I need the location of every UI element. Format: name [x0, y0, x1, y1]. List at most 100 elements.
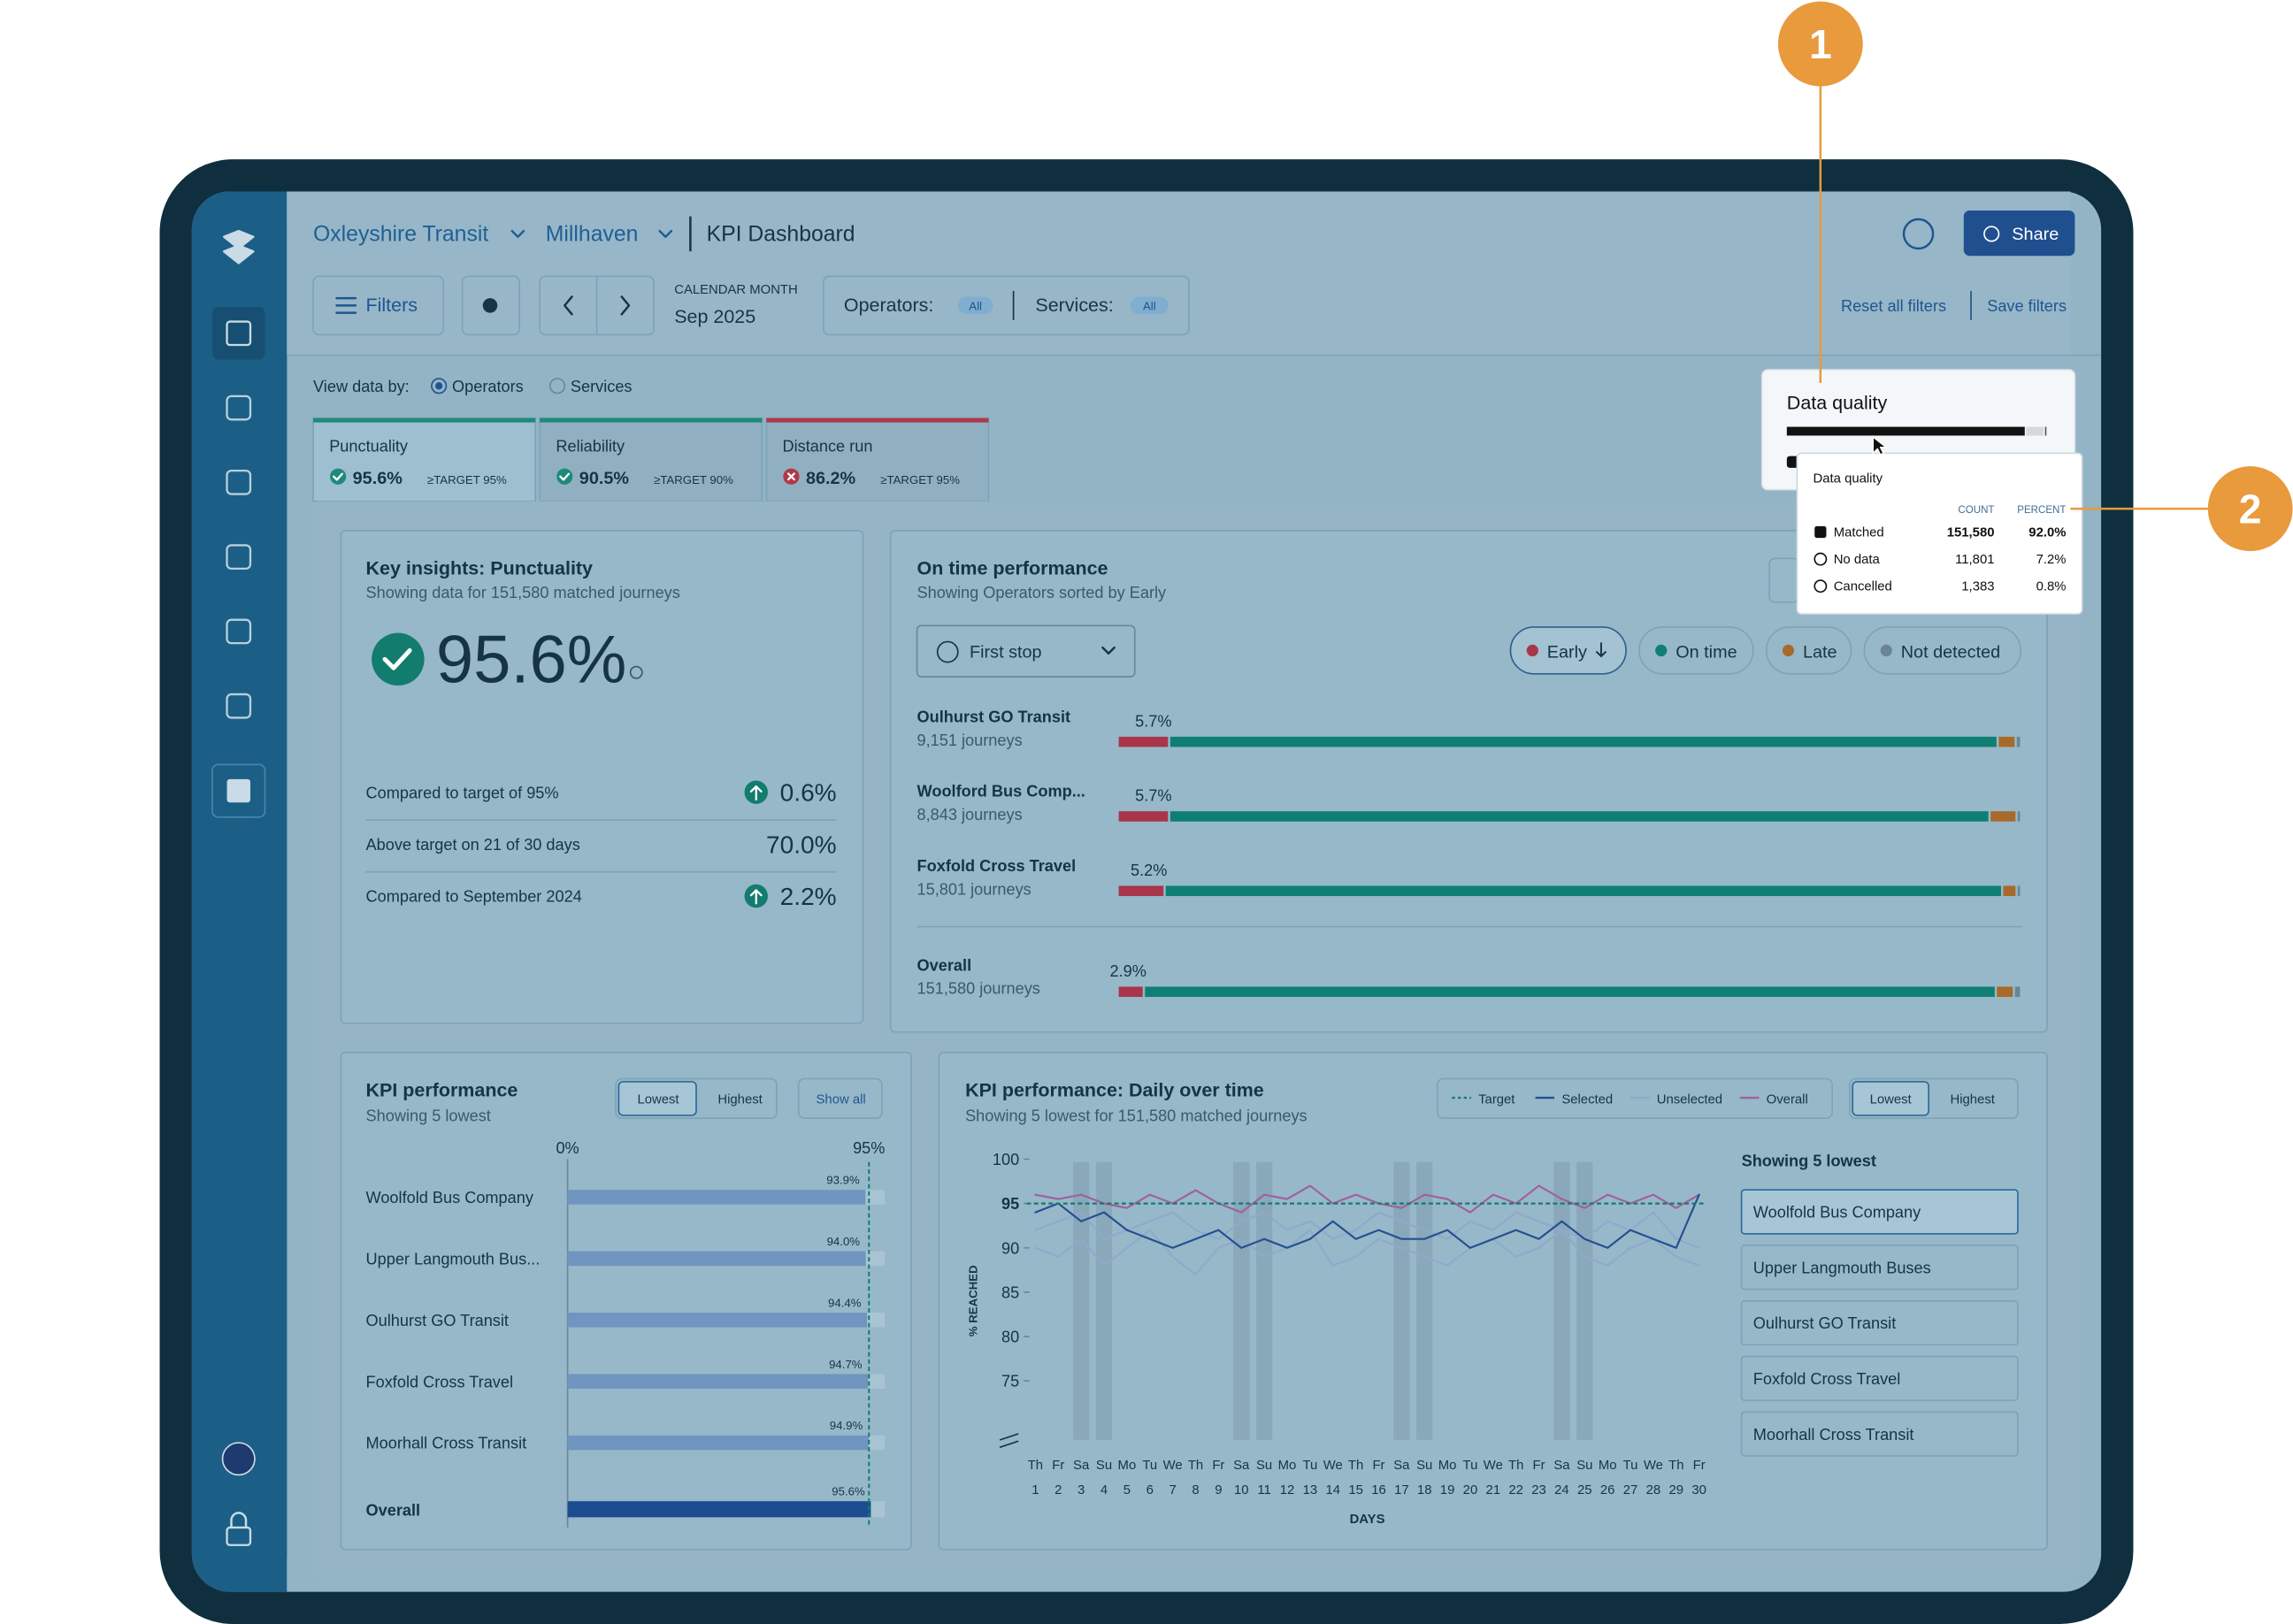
bar: [567, 1435, 869, 1451]
tab[interactable]: [765, 417, 990, 502]
label: Upper Langmouth Buses: [1753, 1259, 1931, 1276]
lock[interactable]: [226, 1526, 252, 1546]
list-item[interactable]: [1740, 1411, 2019, 1457]
label: 24: [1554, 1483, 1569, 1498]
label[interactable]: Reset all filters: [1841, 297, 1946, 315]
label: 9: [1215, 1483, 1222, 1498]
icon: [1814, 525, 1827, 539]
label: 94.9%: [830, 1419, 863, 1432]
label: 28: [1646, 1483, 1661, 1498]
series-line: [1034, 1193, 1700, 1249]
callout-number: 2: [2239, 486, 2262, 532]
label: Showing data for 151,580 matched journey…: [366, 584, 680, 601]
card: [340, 1052, 912, 1551]
weekend-band: [1095, 1161, 1113, 1440]
label: Unselected: [1657, 1093, 1722, 1107]
label: Key insights: Punctuality: [366, 557, 594, 578]
theme-button[interactable]: [461, 275, 520, 336]
label: 5.7%: [1135, 787, 1171, 805]
label: ≥TARGET 90%: [654, 473, 733, 486]
legend-pill[interactable]: [1509, 626, 1627, 675]
label[interactable]: Lowest: [637, 1093, 679, 1107]
legend-pill[interactable]: [1638, 626, 1754, 675]
label[interactable]: Lowest: [1870, 1093, 1913, 1107]
label[interactable]: Highest: [717, 1093, 763, 1107]
label: 95.6%: [832, 1485, 865, 1498]
label: 80: [1001, 1329, 1019, 1346]
radio[interactable]: [548, 378, 566, 395]
label: 75: [1001, 1373, 1019, 1390]
label: Mo: [1278, 1459, 1297, 1473]
label: 1: [1031, 1483, 1039, 1498]
cursor: [1872, 436, 1887, 456]
status-icon: [556, 468, 573, 485]
label: 70.0%: [766, 831, 837, 858]
label: On time: [1676, 643, 1737, 663]
tab[interactable]: [539, 417, 763, 502]
label[interactable]: Highest: [1951, 1093, 1996, 1107]
label: 0.8%: [2036, 580, 2067, 594]
label: Woolfold Bus Company: [366, 1189, 534, 1207]
flag[interactable]: [221, 1442, 256, 1476]
label: 95.6%: [436, 623, 627, 698]
label: Woolfold Bus Company: [1753, 1204, 1921, 1222]
label: All: [969, 299, 982, 312]
logo: [222, 229, 255, 264]
show-all[interactable]: [797, 1077, 883, 1120]
list-item[interactable]: [1740, 1355, 2019, 1401]
toggle-active[interactable]: [617, 1081, 697, 1116]
label: Fr: [1212, 1459, 1224, 1473]
label: Oulhurst GO Transit: [1753, 1314, 1896, 1332]
legend-pill[interactable]: [1863, 626, 2022, 675]
label: Foxfold Cross Travel: [1753, 1370, 1900, 1388]
radio[interactable]: [431, 378, 448, 395]
label: PERCENT: [2017, 505, 2066, 516]
legend-pill[interactable]: [1765, 626, 1852, 675]
help[interactable]: [1902, 218, 1935, 250]
label[interactable]: Save filters: [1987, 297, 2067, 315]
legend-dot: [1655, 644, 1668, 657]
sun: [482, 298, 498, 313]
toggle-active[interactable]: [1852, 1081, 1929, 1116]
select[interactable]: [916, 624, 1136, 678]
share-button[interactable]: [1963, 210, 2075, 257]
list-item[interactable]: [1740, 1189, 2019, 1235]
weekend-band: [1576, 1161, 1593, 1440]
label: KPI performance: Daily over time: [965, 1079, 1264, 1100]
list-item[interactable]: [1740, 1299, 2019, 1346]
nav-icon[interactable]: [226, 778, 250, 803]
bar-segment: [1118, 986, 1143, 998]
chev: [510, 229, 525, 238]
label: Upper Langmouth Bus...: [366, 1250, 541, 1268]
nav-icon[interactable]: [226, 544, 252, 571]
nav-active[interactable]: [212, 307, 265, 360]
label: 16: [1371, 1483, 1386, 1498]
label: Distance run: [783, 438, 873, 456]
label: Fr: [1693, 1459, 1706, 1473]
nav-icon[interactable]: [226, 395, 252, 421]
label: 26: [1600, 1483, 1615, 1498]
card: [938, 1052, 2048, 1551]
label: 20: [1463, 1483, 1478, 1498]
weekend-band: [1393, 1161, 1410, 1440]
label: Not detected: [1901, 643, 2000, 663]
label: Cancelled: [1834, 580, 1892, 594]
nav-icon[interactable]: [226, 469, 252, 495]
label[interactable]: Millhaven: [546, 223, 639, 247]
status-mark: [786, 472, 795, 481]
label[interactable]: Show all: [817, 1093, 866, 1107]
nav-boxed[interactable]: [211, 763, 266, 818]
nav-icon[interactable]: [226, 618, 252, 645]
scope-box[interactable]: [822, 275, 1190, 336]
filters-button[interactable]: [312, 275, 444, 336]
label: Tu: [1623, 1459, 1638, 1473]
label: 90: [1001, 1239, 1019, 1257]
list-item[interactable]: [1740, 1245, 2019, 1291]
nav-icon[interactable]: [226, 693, 252, 719]
label: Fr: [1533, 1459, 1545, 1473]
label[interactable]: Oxleyshire Transit: [313, 223, 488, 247]
label: 90.5%: [579, 469, 630, 488]
tab[interactable]: [312, 417, 537, 502]
label: Late: [1803, 643, 1837, 663]
